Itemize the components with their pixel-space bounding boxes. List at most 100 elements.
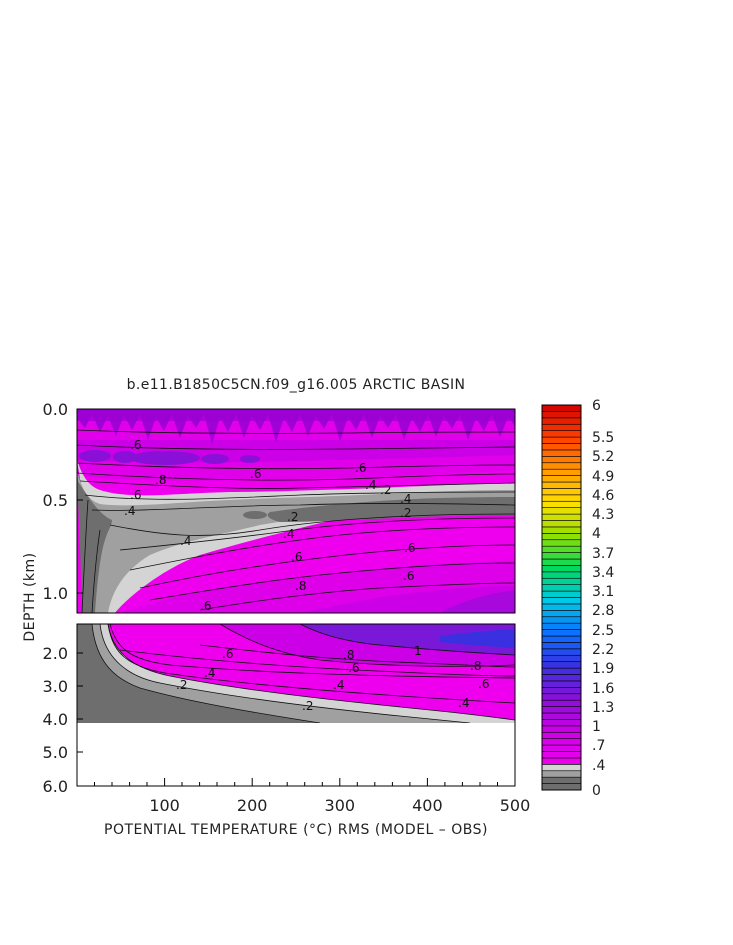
colorbar-swatch: [541, 488, 582, 496]
colorbar-swatch: [541, 526, 582, 534]
colorbar-swatch: [541, 706, 582, 714]
y-tick-label: 5.0: [43, 743, 68, 762]
svg-text:.4: .4: [124, 504, 135, 518]
svg-text:.2: .2: [176, 678, 187, 692]
svg-text:.6: .6: [348, 661, 359, 675]
colorbar-swatch: [541, 481, 582, 489]
colorbar-swatch: [541, 443, 582, 451]
colorbar-label: 2.5: [592, 623, 614, 639]
colorbar-label: 3.1: [592, 584, 614, 600]
svg-text:.4: .4: [180, 534, 191, 548]
no-data-region: [77, 723, 515, 786]
colorbar-swatch: [541, 520, 582, 528]
colorbar-label: 4.9: [592, 469, 614, 485]
svg-text:.8: .8: [295, 579, 306, 593]
svg-text:.8: .8: [155, 473, 166, 487]
colorbar-swatch: [541, 552, 582, 560]
colorbar-swatch: [541, 449, 582, 457]
colorbar-swatch: [541, 616, 582, 624]
colorbar-swatch: [541, 719, 582, 727]
colorbar-swatch: [541, 475, 582, 483]
contour-lines-upper: [77, 429, 515, 613]
colorbar-swatch: [541, 680, 582, 688]
svg-text:.2: .2: [287, 510, 298, 524]
colorbar-swatch: [541, 590, 582, 598]
x-tick-label: 300: [325, 796, 356, 815]
svg-text:.6: .6: [250, 467, 261, 481]
colorbar-swatch: [541, 712, 582, 720]
svg-text:.4: .4: [204, 666, 215, 680]
colorbar-label: 1.6: [592, 681, 614, 697]
colorbar-label: 3.4: [592, 565, 614, 581]
colorbar-swatch: [541, 635, 582, 643]
y-tick-label: 1.0: [43, 584, 68, 603]
colorbar-swatch: [541, 764, 582, 772]
colorbar-swatch: [541, 545, 582, 553]
colorbar-swatch: [541, 500, 582, 508]
colorbar-label: .4: [592, 758, 605, 774]
colorbar-label: 1: [592, 719, 601, 735]
colorbar-swatch: [541, 654, 582, 662]
colorbar-swatch: [541, 513, 582, 521]
colorbar-labels: 6 5.5 5.2 4.9 4.6 4.3 4 3.7 3.4 3.1 2.8 2.5 2.2 1.9 1.…: [592, 398, 614, 799]
colorbar-swatch: [541, 533, 582, 541]
svg-text:.8: .8: [470, 659, 481, 673]
colorbar-swatch: [541, 571, 582, 579]
colorbar-swatch: [541, 468, 582, 476]
colorbar-label: 4: [592, 526, 601, 542]
colorbar-swatch: [541, 731, 582, 739]
svg-text:.6: .6: [200, 599, 211, 613]
svg-text:.4: .4: [333, 678, 344, 692]
colorbar: [541, 404, 582, 791]
colorbar-label: 5.5: [592, 430, 614, 446]
colorbar-swatch: [541, 610, 582, 618]
y-tick-label: 0.0: [43, 400, 68, 419]
colorbar-swatch: [541, 744, 582, 752]
colorbar-swatch: [541, 667, 582, 675]
colorbar-swatch: [541, 699, 582, 707]
colorbar-label: 1.9: [592, 661, 614, 677]
colorbar-swatch: [541, 770, 582, 778]
y-tick-label: 0.5: [43, 491, 68, 510]
chart-title: b.e11.B1850C5CN.f09_g16.005 ARCTIC BASIN: [127, 377, 466, 393]
colorbar-swatch: [541, 661, 582, 669]
colorbar-swatch: [541, 423, 582, 431]
colorbar-swatch: [541, 648, 582, 656]
colorbar-swatch: [541, 597, 582, 605]
colorbar-swatch: [541, 603, 582, 611]
colorbar-swatch: [541, 417, 582, 425]
colorbar-swatch: [541, 693, 582, 701]
violet-core: [300, 624, 515, 655]
x-tick-label: 500: [500, 796, 531, 815]
colorbar-label: 2.8: [592, 603, 614, 619]
colorbar-label: 3.7: [592, 546, 614, 562]
svg-text:.4: .4: [365, 478, 376, 492]
lower-panel-frame: [76, 623, 516, 787]
y-axis-upper: [77, 408, 83, 594]
svg-text:.4: .4: [283, 527, 294, 541]
contour-labels-upper: .6 .8 .6 .4 .6 .2 .4 .2 .4 .4 .2 .6 .6 .…: [124, 438, 415, 613]
x-tick-label: 200: [237, 796, 268, 815]
colorbar-swatch: [541, 494, 582, 502]
svg-text:.6: .6: [403, 569, 414, 583]
colorbar-label: 1.3: [592, 700, 614, 716]
x-axis-ticks: [94, 778, 498, 786]
svg-text:.6: .6: [355, 461, 366, 475]
upper-panel: .6 .8 .6 .4 .6 .2 .4 .2 .4 .4 .2 .6 .6 .…: [77, 409, 515, 613]
colorbar-swatch: [541, 411, 582, 419]
colorbar-swatch: [541, 584, 582, 592]
colorbar-swatch: [541, 565, 582, 573]
colorbar-label: 4.6: [592, 488, 614, 504]
colorbar-label: 6: [592, 398, 601, 414]
svg-text:.6: .6: [130, 488, 141, 502]
colorbar-label: 5.2: [592, 449, 614, 465]
colorbar-swatch: [541, 558, 582, 566]
svg-text:.2: .2: [400, 506, 411, 520]
colorbar-frame: [541, 404, 582, 791]
colorbar-swatch: [541, 430, 582, 438]
violet-patches: [79, 450, 260, 465]
svg-text:.2: .2: [302, 699, 313, 713]
colorbar-swatch: [541, 687, 582, 695]
colorbar-swatch: [541, 725, 582, 733]
colorbar-swatch: [541, 436, 582, 444]
